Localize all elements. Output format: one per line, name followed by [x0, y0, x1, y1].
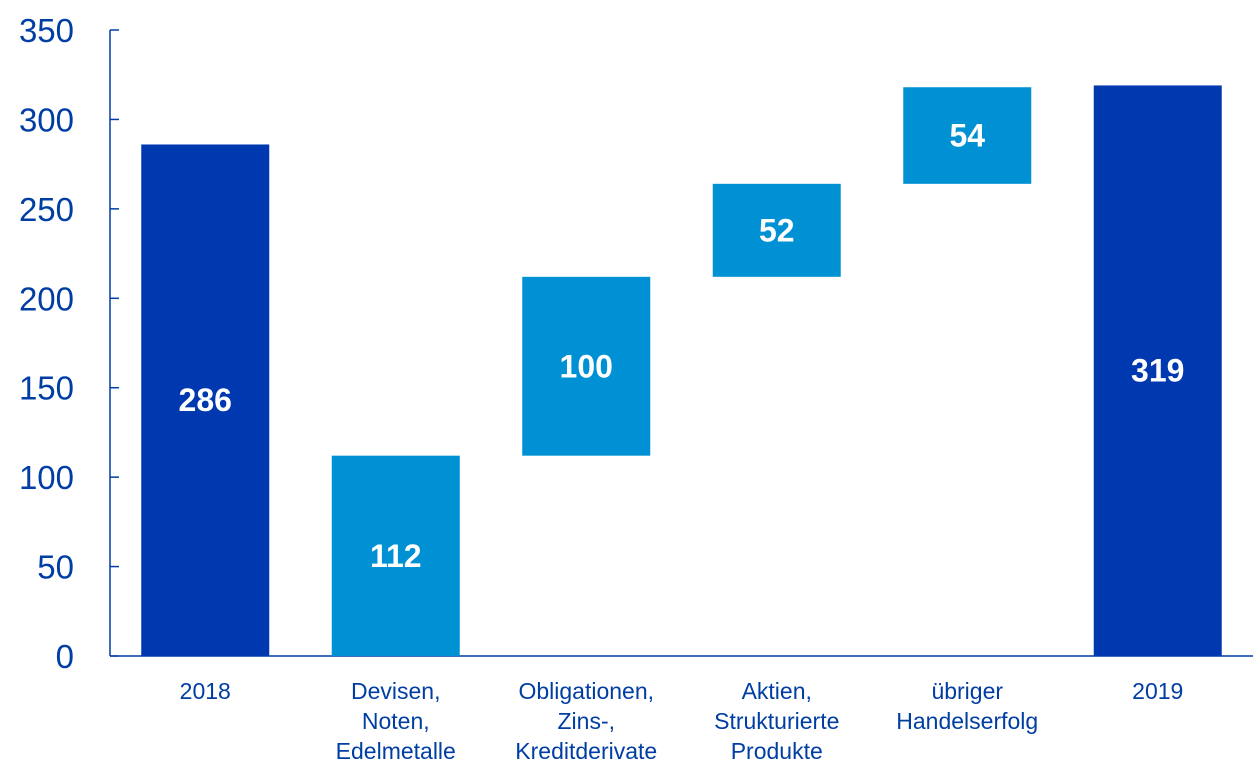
x-category-label: übriger Handelserfolg	[896, 678, 1038, 734]
x-category-label-line: Kreditderivate	[515, 738, 657, 764]
delta-bar	[331, 455, 460, 656]
y-tick-label: 300	[19, 101, 74, 138]
bar-labels: 286 112 100 52 54 319	[179, 118, 1185, 574]
y-tick-label: 250	[19, 191, 74, 228]
bars	[141, 85, 1222, 656]
x-category-label-line: 2018	[180, 678, 231, 704]
y-tick-label: 50	[37, 549, 74, 586]
bar-value-label: 52	[759, 212, 795, 248]
x-category-label: 2019	[1132, 678, 1183, 704]
bar-value-label: 286	[179, 382, 232, 418]
x-category-label-line: Strukturierte	[714, 708, 839, 734]
x-category-label-line: Handelserfolg	[896, 708, 1038, 734]
bar-value-label: 112	[370, 538, 422, 574]
bar-value-label: 100	[560, 348, 613, 384]
x-category-label-line: Noten,	[362, 708, 430, 734]
x-axis-labels: 2018 Devisen, Noten, Edelmetalle Obligatione…	[180, 678, 1184, 764]
y-tick-label: 100	[19, 459, 74, 496]
total-bar	[1093, 85, 1222, 656]
y-tick-label: 350	[19, 12, 74, 49]
total-bar	[141, 144, 270, 656]
x-category-label-line: Zins-,	[558, 708, 616, 734]
delta-bar	[903, 87, 1032, 184]
delta-bar	[522, 276, 651, 456]
x-category-label-line: übriger	[931, 678, 1003, 704]
delta-bar	[712, 183, 841, 277]
y-tick-label: 150	[19, 370, 74, 407]
y-tick-label: 0	[56, 638, 74, 675]
x-category-label-line: Produkte	[731, 738, 823, 764]
x-category-label-line: Edelmetalle	[336, 738, 456, 764]
y-tick-label: 200	[19, 280, 74, 317]
x-category-label: Obligationen, Zins-, Kreditderivate	[515, 678, 657, 764]
x-category-label-line: Aktien,	[742, 678, 812, 704]
x-category-label-line: Devisen,	[351, 678, 440, 704]
x-category-label-line: 2019	[1132, 678, 1183, 704]
x-category-label: Aktien, Strukturierte Produkte	[714, 678, 839, 764]
axes: 0 50 100 150 200 250 300 350	[19, 12, 1253, 675]
bar-value-label: 54	[949, 118, 985, 154]
bar-value-label: 319	[1131, 353, 1184, 389]
x-category-label: 2018	[180, 678, 231, 704]
x-category-label-line: Obligationen,	[518, 678, 654, 704]
x-category-label: Devisen, Noten, Edelmetalle	[336, 678, 456, 764]
